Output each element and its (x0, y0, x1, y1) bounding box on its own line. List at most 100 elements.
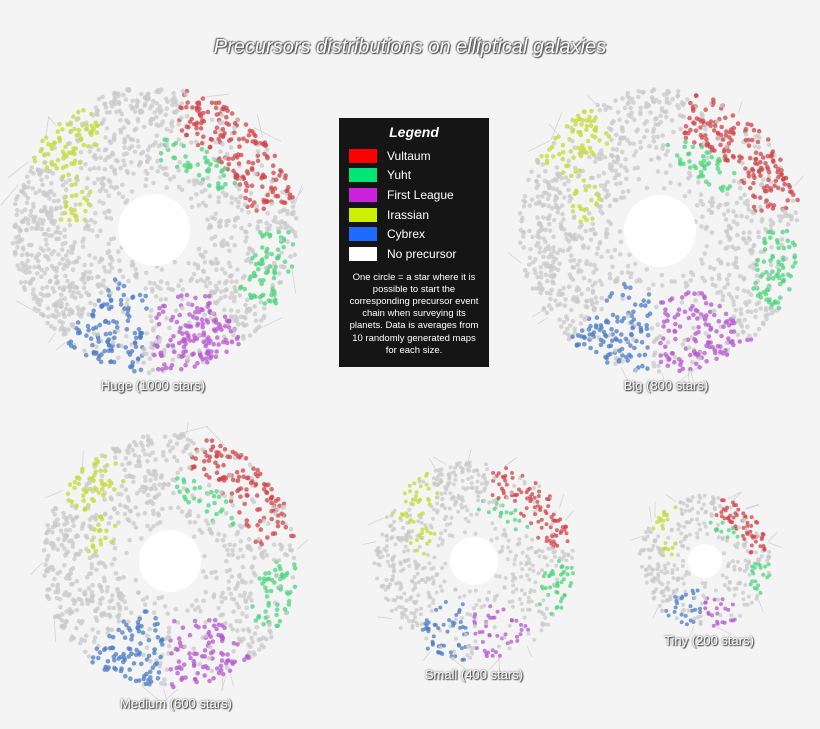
star-point (391, 597, 396, 602)
star-point (581, 245, 586, 251)
star-point (770, 221, 776, 226)
star-point (766, 272, 771, 278)
star-point (600, 211, 605, 216)
star-point (257, 518, 263, 524)
star-point (292, 252, 298, 258)
star-point (786, 182, 791, 188)
star-point (778, 157, 783, 162)
star-point (782, 181, 787, 187)
hyperlane-line (537, 317, 548, 325)
star-point (61, 266, 66, 272)
star-point (766, 142, 772, 148)
star-point (753, 280, 758, 286)
star-point (176, 340, 182, 346)
star-point (441, 622, 446, 627)
star-point (706, 182, 712, 187)
star-point (514, 587, 519, 592)
star-point (571, 265, 577, 270)
star-point (280, 208, 286, 213)
star-point (688, 352, 693, 358)
star-point (236, 605, 242, 610)
star-point (651, 129, 656, 135)
star-point (265, 192, 270, 198)
star-point (603, 131, 609, 136)
star-point (492, 625, 497, 630)
star-point (166, 442, 171, 448)
star-point (116, 491, 121, 497)
star-point (195, 131, 200, 137)
star-point (168, 667, 173, 672)
star-point (281, 236, 287, 242)
star-point (70, 246, 76, 251)
star-point (97, 322, 103, 328)
star-point (24, 200, 30, 206)
star-point (208, 162, 213, 167)
star-point (189, 276, 195, 281)
star-point (192, 651, 197, 656)
star-point (674, 153, 680, 158)
star-point (213, 139, 219, 145)
star-point (46, 553, 51, 559)
star-point (155, 158, 160, 164)
star-point (664, 96, 670, 101)
star-point (226, 218, 232, 224)
star-point (202, 187, 208, 193)
star-point (160, 506, 165, 512)
star-point (95, 606, 100, 611)
star-point (507, 646, 512, 651)
star-point (719, 124, 724, 130)
star-point (651, 139, 657, 144)
star-point (107, 262, 113, 267)
star-point (271, 218, 276, 224)
star-point (787, 287, 792, 292)
star-point (210, 310, 216, 316)
star-point (207, 280, 213, 286)
star-point (717, 303, 722, 309)
star-point (595, 246, 601, 251)
star-point (292, 566, 298, 571)
star-point (226, 260, 232, 266)
star-point (615, 315, 620, 320)
star-point (593, 323, 599, 328)
star-point (157, 164, 163, 169)
star-point (519, 601, 524, 606)
star-point (184, 292, 190, 298)
star-point (216, 136, 221, 142)
star-point (736, 180, 742, 185)
star-point (51, 198, 57, 204)
star-point (40, 286, 45, 291)
star-point (540, 203, 545, 208)
star-point (274, 573, 279, 579)
star-point (681, 161, 686, 167)
star-point (157, 110, 163, 115)
star-point (37, 172, 42, 177)
star-point (428, 523, 433, 528)
star-point (754, 262, 759, 268)
star-point (191, 478, 197, 484)
star-point (762, 240, 767, 245)
star-point (219, 638, 225, 644)
star-point (109, 497, 114, 502)
star-point (779, 262, 785, 268)
hyperlane-line (229, 673, 234, 686)
star-point (209, 117, 215, 123)
star-point (219, 453, 224, 458)
star-point (594, 349, 599, 355)
star-point (130, 98, 135, 104)
star-point (144, 645, 150, 651)
star-point (544, 278, 550, 284)
star-point (699, 257, 704, 262)
star-point (92, 302, 98, 308)
star-point (519, 588, 524, 593)
star-point (96, 655, 101, 661)
star-point (153, 615, 158, 621)
star-point (560, 557, 565, 562)
star-point (165, 99, 170, 105)
star-point (219, 594, 224, 599)
star-point (519, 218, 524, 224)
star-point (530, 234, 535, 240)
star-point (290, 242, 296, 247)
star-point (526, 627, 531, 632)
star-point (237, 293, 243, 298)
star-point (209, 490, 214, 495)
